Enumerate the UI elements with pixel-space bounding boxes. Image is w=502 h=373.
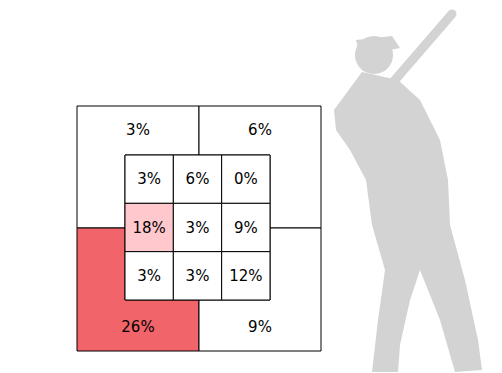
svg-text:3%: 3%	[186, 219, 210, 237]
svg-text:0%: 0%	[234, 170, 258, 188]
svg-text:3%: 3%	[137, 267, 161, 285]
svg-text:9%: 9%	[248, 318, 272, 336]
svg-text:6%: 6%	[248, 121, 272, 139]
svg-text:3%: 3%	[186, 267, 210, 285]
svg-text:6%: 6%	[186, 170, 210, 188]
svg-text:12%: 12%	[229, 267, 262, 285]
svg-text:18%: 18%	[132, 219, 165, 237]
svg-text:26%: 26%	[121, 318, 154, 336]
svg-text:3%: 3%	[137, 170, 161, 188]
svg-text:3%: 3%	[126, 121, 150, 139]
svg-text:9%: 9%	[234, 219, 258, 237]
